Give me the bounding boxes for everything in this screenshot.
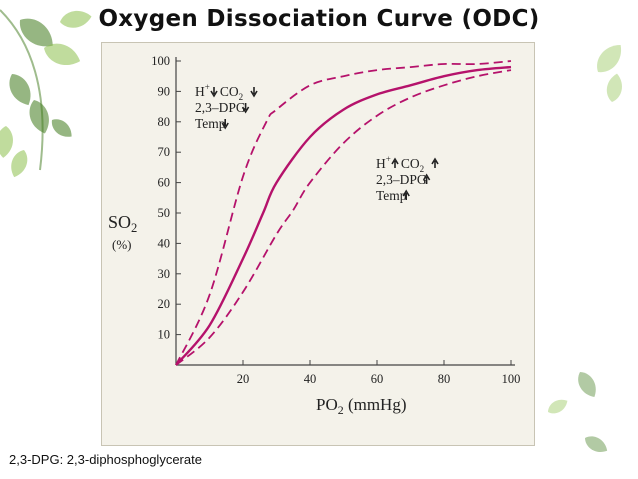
x-tick-label: 20: [237, 372, 250, 386]
annotation-line: 2,3–DPG: [195, 100, 246, 115]
x-axis-title: PO2 (mmHg): [316, 395, 406, 417]
arrow-up-icon: [391, 157, 399, 168]
annotation-line: 2,3–DPG: [376, 172, 427, 187]
arrow-down-icon: [250, 87, 258, 98]
y-axis-unit: (%): [112, 237, 132, 252]
annotation-line: Temp: [376, 188, 407, 203]
leaf-decoration-icon: [548, 45, 622, 452]
annotation-ions: H+ CO2: [376, 154, 424, 174]
x-tick-label: 80: [438, 372, 451, 386]
arrow-up-icon: [422, 173, 431, 184]
chart-panel: [101, 42, 535, 446]
y-tick-label: 40: [158, 236, 171, 250]
annotation-ions: H+ CO2: [195, 82, 243, 102]
y-tick-label: 50: [158, 206, 171, 220]
x-tick-label: 60: [371, 372, 384, 386]
annotation-line: Temp: [195, 116, 226, 131]
x-tick-label: 100: [502, 372, 521, 386]
y-tick-label: 60: [158, 176, 171, 190]
y-tick-label: 30: [158, 267, 171, 281]
y-tick-label: 20: [158, 297, 171, 311]
arrow-down-icon: [210, 87, 218, 98]
arrow-up-icon: [402, 189, 410, 200]
y-tick-label: 90: [158, 84, 171, 98]
y-axis-title: SO2: [108, 212, 137, 235]
y-tick-label: 80: [158, 115, 171, 129]
footnote: 2,3-DPG: 2,3-diphosphoglycerate: [9, 452, 202, 467]
leaf-decoration-icon: [0, 9, 92, 178]
arrow-down-icon: [241, 103, 250, 114]
arrow-down-icon: [221, 119, 229, 130]
curve-normal: [175, 65, 512, 366]
y-tick-label: 10: [158, 328, 171, 342]
y-tick-label: 100: [151, 54, 170, 68]
y-tick-label: 70: [158, 145, 171, 159]
arrow-up-icon: [431, 157, 439, 168]
slide-title: Oxygen Dissociation Curve (ODC): [98, 6, 540, 32]
curve-right-shift: [175, 69, 512, 366]
x-tick-label: 40: [304, 372, 317, 386]
curve-left-shift: [175, 60, 512, 366]
